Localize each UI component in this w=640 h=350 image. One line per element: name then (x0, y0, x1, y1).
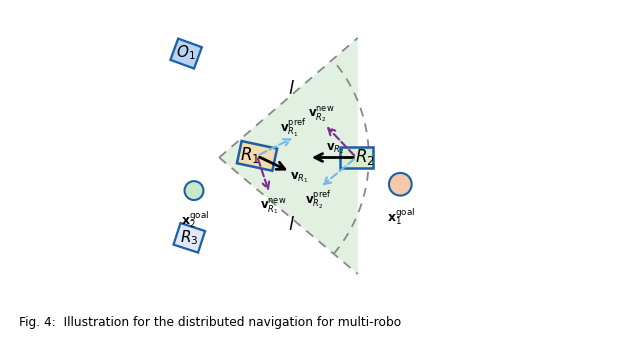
Text: $l$: $l$ (288, 80, 295, 98)
Text: $\mathbf{x}_1^{\mathrm{goal}}$: $\mathbf{x}_1^{\mathrm{goal}}$ (387, 206, 415, 227)
Text: $l$: $l$ (288, 216, 295, 233)
Circle shape (184, 181, 204, 200)
Text: $\mathbf{v}_{R_2}^{\mathrm{pref}}$: $\mathbf{v}_{R_2}^{\mathrm{pref}}$ (305, 188, 332, 211)
Polygon shape (219, 38, 358, 274)
Text: $\mathbf{v}_{R_2}$: $\mathbf{v}_{R_2}$ (326, 141, 345, 156)
Bar (170, 38, 202, 69)
Text: $\mathbf{v}_{R_2}^{\mathrm{new}}$: $\mathbf{v}_{R_2}^{\mathrm{new}}$ (308, 105, 335, 125)
Bar (340, 147, 372, 168)
Text: $\mathbf{v}_{R_1}^{\mathrm{new}}$: $\mathbf{v}_{R_1}^{\mathrm{new}}$ (260, 197, 287, 216)
Text: $R_1$: $R_1$ (240, 145, 260, 165)
Circle shape (389, 173, 412, 196)
Text: Fig. 4:  Illustration for the distributed navigation for multi-robo: Fig. 4: Illustration for the distributed… (19, 316, 401, 329)
Bar (237, 141, 277, 171)
Text: $\mathbf{v}_{R_1}$: $\mathbf{v}_{R_1}$ (289, 170, 308, 185)
Text: $R_3$: $R_3$ (180, 228, 198, 246)
Text: $\mathbf{x}_2^{\mathrm{goal}}$: $\mathbf{x}_2^{\mathrm{goal}}$ (181, 209, 209, 230)
Text: $\mathbf{v}_{R_1}^{\mathrm{pref}}$: $\mathbf{v}_{R_1}^{\mathrm{pref}}$ (280, 117, 307, 139)
Text: $R_2$: $R_2$ (355, 147, 375, 167)
Text: $O_1$: $O_1$ (176, 43, 196, 62)
Bar (173, 223, 205, 253)
